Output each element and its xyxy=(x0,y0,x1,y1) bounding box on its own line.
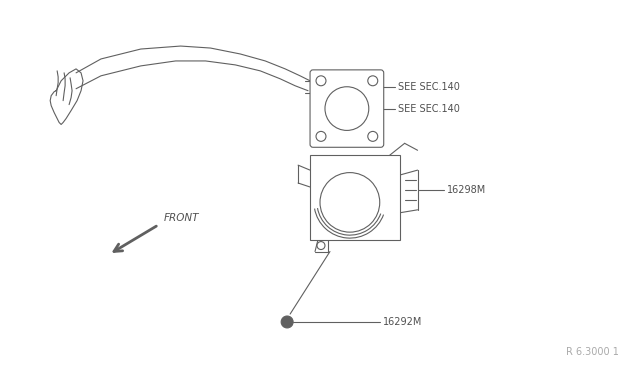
Text: 16298M: 16298M xyxy=(447,185,486,195)
Text: 16292M: 16292M xyxy=(383,317,422,327)
Circle shape xyxy=(317,241,325,250)
Text: R 6.3000 1: R 6.3000 1 xyxy=(566,347,619,357)
Text: FRONT: FRONT xyxy=(164,213,199,223)
Circle shape xyxy=(368,131,378,141)
FancyBboxPatch shape xyxy=(310,70,384,147)
Text: SEE SEC.140: SEE SEC.140 xyxy=(397,82,460,92)
Circle shape xyxy=(316,76,326,86)
Text: SEE SEC.140: SEE SEC.140 xyxy=(397,103,460,113)
Circle shape xyxy=(325,87,369,131)
Circle shape xyxy=(316,131,326,141)
Bar xyxy=(310,155,399,240)
Circle shape xyxy=(281,316,293,328)
Circle shape xyxy=(320,173,380,232)
Circle shape xyxy=(368,76,378,86)
